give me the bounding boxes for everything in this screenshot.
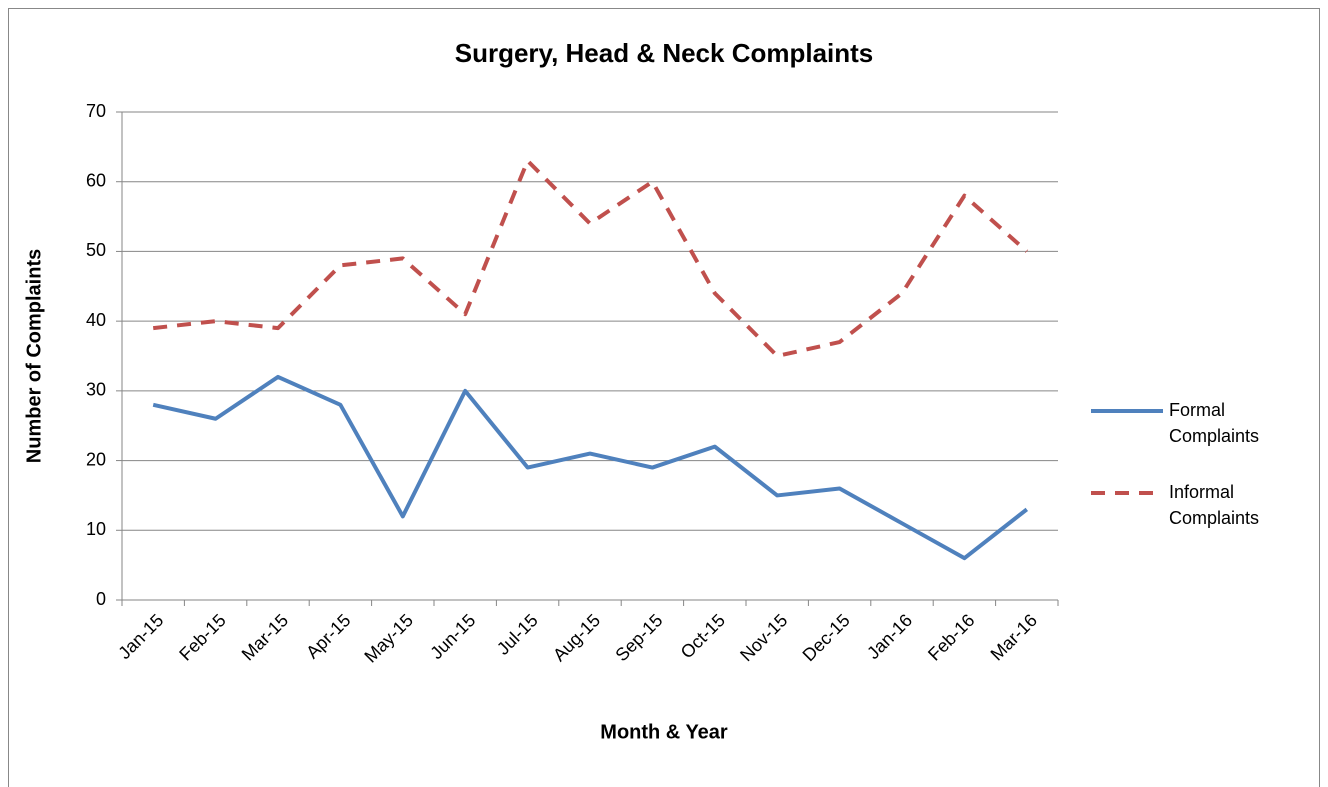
y-tick-label: 60	[86, 170, 106, 190]
y-tick-label: 20	[86, 449, 106, 469]
chart-border	[8, 8, 1320, 787]
y-tick-label: 0	[96, 589, 106, 609]
chart-title: Surgery, Head & Neck Complaints	[455, 38, 874, 68]
legend-label: Formal Complaints	[1169, 400, 1260, 446]
x-axis-label: Month & Year	[600, 721, 728, 743]
y-tick-label: 50	[86, 240, 106, 260]
series-line	[152, 374, 1029, 561]
y-axis-label: Number of Complaints	[23, 249, 45, 463]
y-tick-label: 10	[86, 519, 106, 539]
y-tick-label: 40	[86, 310, 106, 330]
series-line	[152, 158, 1029, 358]
legend-label: Informal Complaints	[1169, 482, 1260, 528]
y-tick-label: 70	[86, 101, 106, 121]
y-tick-label: 30	[86, 380, 106, 400]
